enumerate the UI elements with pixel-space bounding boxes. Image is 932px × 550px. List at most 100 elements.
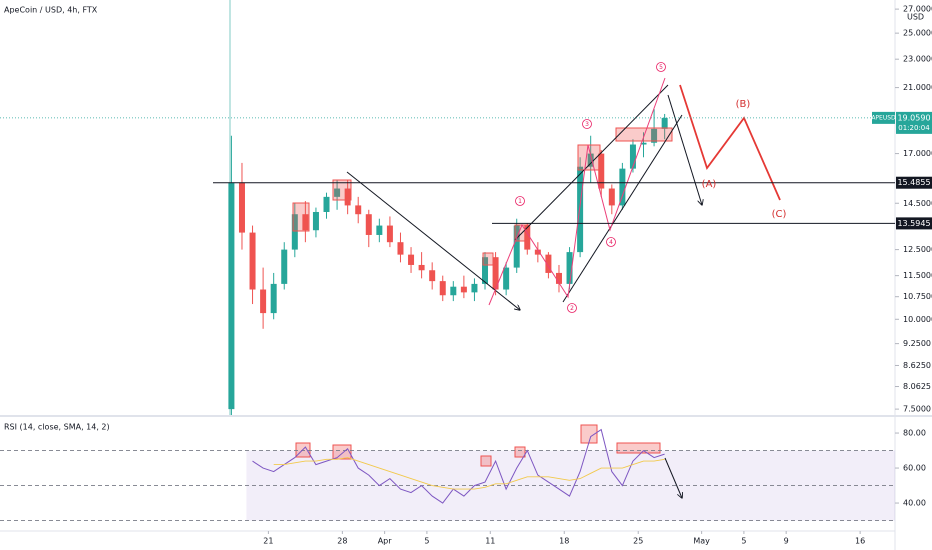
rsi-y-tick-label: 80.00 (903, 429, 926, 438)
wave-label: (C) (772, 209, 787, 220)
zone-box (292, 202, 310, 232)
candle-body (334, 188, 341, 197)
candle-body (513, 225, 520, 268)
x-tick-label: 21 (263, 537, 273, 546)
candle-body (534, 249, 541, 255)
candle-body (555, 272, 562, 284)
wave-label: 3 (585, 121, 589, 128)
candle-body (640, 142, 647, 145)
drawings (292, 77, 781, 498)
symbol-label: APEUSD (871, 114, 896, 121)
x-tick-label: Apr (378, 537, 393, 546)
candle-body (312, 211, 319, 231)
last-price-bg (896, 111, 932, 134)
rsi-title: RSI (14, close, SMA, 14, 2) (4, 423, 110, 432)
projection-line (679, 84, 781, 201)
candle-body (545, 254, 552, 273)
x-tick-label: 28 (337, 537, 347, 546)
candle-body (651, 128, 658, 143)
channel-line (562, 114, 683, 303)
currency: USD (907, 13, 924, 22)
zone-box (577, 144, 601, 171)
rsi-line (273, 457, 665, 490)
candle-body (608, 188, 615, 206)
candle-body (228, 182, 235, 410)
candle-body (249, 232, 256, 290)
wave-label: 1 (518, 198, 522, 205)
symbol-label-bg (872, 111, 895, 124)
zone-box (615, 127, 673, 142)
candle-body (291, 214, 298, 250)
wave-circle (582, 119, 592, 129)
rsi-box (616, 442, 661, 454)
candle-body (355, 205, 362, 215)
candle-body (323, 196, 330, 212)
x-tick-label: 11 (485, 537, 495, 546)
x-tick-label: 25 (633, 537, 643, 546)
candle-body (566, 252, 573, 284)
wave-circle (606, 237, 616, 247)
chart-title: ApeCoin / USD, 4h, FTX (4, 6, 98, 15)
rsi-y-tick-label: 40.00 (903, 499, 926, 508)
last-price-label: 19.0590 (897, 113, 930, 122)
candle-body (429, 270, 436, 282)
rsi-box (514, 446, 526, 458)
candle-body (376, 225, 383, 235)
y-tick-label: 9.2500 (903, 339, 931, 348)
y-tick-label: 21.0000 (903, 83, 932, 92)
rsi-line (252, 428, 665, 504)
candle-body (661, 117, 668, 129)
price-label: 15.4855 (897, 178, 930, 187)
rsi-box (332, 444, 352, 460)
candle-body (482, 257, 489, 284)
candle-body (302, 214, 309, 231)
y-tick-label: 8.6250 (903, 361, 931, 370)
candle-body (386, 225, 393, 243)
candle-body (365, 214, 372, 235)
x-tick-label: 16 (855, 537, 865, 546)
candle-body (270, 283, 277, 314)
price-label-bg (896, 176, 932, 189)
price-label: 13.5945 (897, 219, 930, 228)
zone-box (332, 179, 352, 201)
wave-label: 4 (609, 239, 613, 246)
countdown: 01:20:04 (898, 124, 930, 132)
y-tick-label: 10.0000 (903, 315, 932, 324)
wave-circle (567, 303, 577, 313)
candle-body (344, 188, 351, 206)
wave-label: (B) (736, 99, 751, 110)
y-tick-label: 25.0000 (903, 29, 932, 38)
wave-line (488, 77, 666, 306)
y-tick-label: 12.5000 (903, 245, 932, 254)
y-tick-label: 10.7500 (903, 292, 932, 301)
candle-body (397, 242, 404, 255)
candle-body (439, 281, 446, 296)
candle-body (619, 168, 626, 206)
trend-line (346, 171, 520, 310)
candle-body (471, 283, 478, 293)
candle-body (503, 267, 510, 290)
y-tick-label: 7.5000 (903, 405, 931, 414)
wave-label: (A) (702, 179, 717, 190)
wave-label: 5 (659, 64, 663, 71)
candle-body (577, 166, 584, 253)
y-tick-label: 8.0625 (903, 382, 931, 391)
rsi-arrow (664, 457, 682, 498)
candle-body (238, 182, 245, 233)
arrow (667, 94, 702, 205)
x-tick-label: May (693, 537, 710, 546)
candle-body (418, 264, 425, 271)
candle-body (492, 257, 499, 290)
candle-body (598, 153, 605, 189)
price-label-bg (896, 217, 932, 230)
y-tick-label: 23.0000 (903, 55, 932, 64)
y-tick-label: 11.5000 (903, 271, 932, 280)
candles (228, 109, 668, 415)
candle-body (450, 286, 457, 296)
channel-line (514, 84, 669, 241)
y-tick-label: 14.5000 (903, 199, 932, 208)
wave-circle (656, 62, 666, 72)
wave-label: 2 (570, 305, 574, 312)
candle-body (524, 225, 531, 250)
